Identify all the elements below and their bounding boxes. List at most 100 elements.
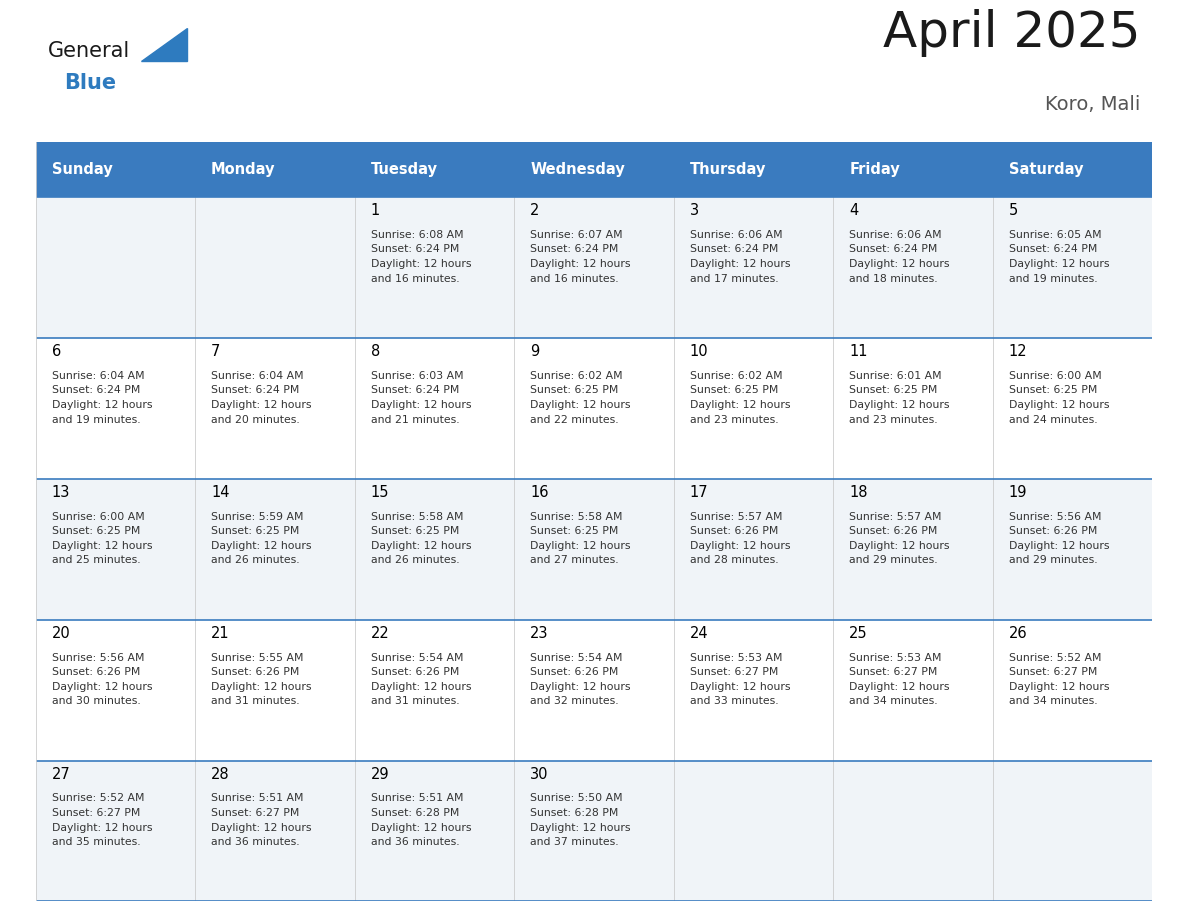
- Text: Sunrise: 5:55 AM: Sunrise: 5:55 AM: [211, 653, 304, 663]
- Text: Daylight: 12 hours: Daylight: 12 hours: [51, 682, 152, 692]
- Text: Sunrise: 5:54 AM: Sunrise: 5:54 AM: [371, 653, 463, 663]
- Text: Daylight: 12 hours: Daylight: 12 hours: [530, 541, 631, 551]
- Text: Daylight: 12 hours: Daylight: 12 hours: [530, 823, 631, 833]
- Text: 6: 6: [51, 344, 61, 359]
- Text: 21: 21: [211, 626, 229, 641]
- Text: Sunset: 6:25 PM: Sunset: 6:25 PM: [690, 386, 778, 396]
- Bar: [36, 479, 1152, 620]
- Text: 7: 7: [211, 344, 221, 359]
- Text: Sunrise: 5:51 AM: Sunrise: 5:51 AM: [211, 793, 304, 803]
- Text: 26: 26: [1009, 626, 1028, 641]
- Text: Sunrise: 5:51 AM: Sunrise: 5:51 AM: [371, 793, 463, 803]
- Text: Sunset: 6:28 PM: Sunset: 6:28 PM: [371, 808, 459, 818]
- Text: 14: 14: [211, 485, 229, 499]
- Text: Daylight: 12 hours: Daylight: 12 hours: [530, 400, 631, 410]
- Text: Sunday: Sunday: [51, 162, 113, 177]
- Text: 20: 20: [51, 626, 70, 641]
- Text: 13: 13: [51, 485, 70, 499]
- Text: 12: 12: [1009, 344, 1028, 359]
- Text: Sunset: 6:26 PM: Sunset: 6:26 PM: [530, 667, 619, 677]
- Text: Sunset: 6:24 PM: Sunset: 6:24 PM: [690, 244, 778, 254]
- Text: Sunrise: 6:05 AM: Sunrise: 6:05 AM: [1009, 230, 1101, 240]
- Text: and 31 minutes.: and 31 minutes.: [371, 697, 460, 706]
- Text: Sunrise: 5:58 AM: Sunrise: 5:58 AM: [371, 511, 463, 521]
- Text: Sunrise: 6:00 AM: Sunrise: 6:00 AM: [1009, 371, 1101, 381]
- Text: Sunset: 6:25 PM: Sunset: 6:25 PM: [530, 386, 619, 396]
- Text: and 17 minutes.: and 17 minutes.: [690, 274, 778, 284]
- Text: Daylight: 12 hours: Daylight: 12 hours: [690, 541, 790, 551]
- Text: Daylight: 12 hours: Daylight: 12 hours: [51, 400, 152, 410]
- Text: Sunrise: 6:03 AM: Sunrise: 6:03 AM: [371, 371, 463, 381]
- Text: Sunrise: 6:01 AM: Sunrise: 6:01 AM: [849, 371, 942, 381]
- Text: Sunset: 6:24 PM: Sunset: 6:24 PM: [530, 244, 619, 254]
- Text: Daylight: 12 hours: Daylight: 12 hours: [849, 259, 949, 269]
- Text: Daylight: 12 hours: Daylight: 12 hours: [1009, 682, 1110, 692]
- Text: Daylight: 12 hours: Daylight: 12 hours: [371, 400, 472, 410]
- Text: and 31 minutes.: and 31 minutes.: [211, 697, 299, 706]
- Text: April 2025: April 2025: [883, 9, 1140, 57]
- Text: and 37 minutes.: and 37 minutes.: [530, 837, 619, 847]
- Text: Blue: Blue: [64, 73, 116, 93]
- Text: Sunset: 6:26 PM: Sunset: 6:26 PM: [849, 526, 937, 536]
- Text: 28: 28: [211, 767, 229, 781]
- Text: Sunrise: 5:56 AM: Sunrise: 5:56 AM: [51, 653, 144, 663]
- Text: 16: 16: [530, 485, 549, 499]
- Text: and 22 minutes.: and 22 minutes.: [530, 415, 619, 425]
- Text: Daylight: 12 hours: Daylight: 12 hours: [690, 400, 790, 410]
- Text: 3: 3: [690, 203, 699, 218]
- Text: and 34 minutes.: and 34 minutes.: [1009, 697, 1098, 706]
- Text: and 29 minutes.: and 29 minutes.: [1009, 555, 1098, 565]
- Text: Daylight: 12 hours: Daylight: 12 hours: [849, 541, 949, 551]
- Bar: [36, 142, 1152, 197]
- Text: and 32 minutes.: and 32 minutes.: [530, 697, 619, 706]
- Text: 29: 29: [371, 767, 390, 781]
- Text: and 34 minutes.: and 34 minutes.: [849, 697, 937, 706]
- Text: Friday: Friday: [849, 162, 901, 177]
- Text: Koro, Mali: Koro, Mali: [1045, 95, 1140, 114]
- Text: 30: 30: [530, 767, 549, 781]
- Text: Daylight: 12 hours: Daylight: 12 hours: [371, 259, 472, 269]
- Text: Sunrise: 5:50 AM: Sunrise: 5:50 AM: [530, 793, 623, 803]
- Text: and 30 minutes.: and 30 minutes.: [51, 697, 140, 706]
- Text: Sunset: 6:24 PM: Sunset: 6:24 PM: [211, 386, 299, 396]
- Text: Sunrise: 5:57 AM: Sunrise: 5:57 AM: [849, 511, 942, 521]
- Text: Sunset: 6:25 PM: Sunset: 6:25 PM: [849, 386, 937, 396]
- Text: 15: 15: [371, 485, 390, 499]
- Text: Daylight: 12 hours: Daylight: 12 hours: [1009, 541, 1110, 551]
- Text: 9: 9: [530, 344, 539, 359]
- Text: Sunset: 6:28 PM: Sunset: 6:28 PM: [530, 808, 619, 818]
- Text: Sunset: 6:25 PM: Sunset: 6:25 PM: [371, 526, 459, 536]
- Text: Sunset: 6:26 PM: Sunset: 6:26 PM: [1009, 526, 1098, 536]
- Text: Sunset: 6:27 PM: Sunset: 6:27 PM: [849, 667, 937, 677]
- Text: Sunrise: 6:02 AM: Sunrise: 6:02 AM: [690, 371, 783, 381]
- Text: Sunset: 6:27 PM: Sunset: 6:27 PM: [690, 667, 778, 677]
- Bar: [36, 620, 1152, 761]
- Text: 1: 1: [371, 203, 380, 218]
- Text: 5: 5: [1009, 203, 1018, 218]
- Text: and 16 minutes.: and 16 minutes.: [530, 274, 619, 284]
- Text: Sunset: 6:26 PM: Sunset: 6:26 PM: [211, 667, 299, 677]
- Bar: [36, 338, 1152, 479]
- Text: Sunrise: 6:04 AM: Sunrise: 6:04 AM: [211, 371, 304, 381]
- Text: Daylight: 12 hours: Daylight: 12 hours: [690, 682, 790, 692]
- Text: and 35 minutes.: and 35 minutes.: [51, 837, 140, 847]
- Text: Sunset: 6:25 PM: Sunset: 6:25 PM: [211, 526, 299, 536]
- Text: Daylight: 12 hours: Daylight: 12 hours: [371, 682, 472, 692]
- Text: 23: 23: [530, 626, 549, 641]
- Text: 11: 11: [849, 344, 867, 359]
- Text: Sunrise: 5:54 AM: Sunrise: 5:54 AM: [530, 653, 623, 663]
- Text: Sunset: 6:25 PM: Sunset: 6:25 PM: [51, 526, 140, 536]
- Text: Daylight: 12 hours: Daylight: 12 hours: [690, 259, 790, 269]
- Text: 25: 25: [849, 626, 868, 641]
- Text: Daylight: 12 hours: Daylight: 12 hours: [530, 682, 631, 692]
- Text: Sunrise: 6:06 AM: Sunrise: 6:06 AM: [690, 230, 783, 240]
- Text: Daylight: 12 hours: Daylight: 12 hours: [51, 823, 152, 833]
- Text: 19: 19: [1009, 485, 1028, 499]
- Text: Sunrise: 6:08 AM: Sunrise: 6:08 AM: [371, 230, 463, 240]
- Text: Daylight: 12 hours: Daylight: 12 hours: [211, 400, 311, 410]
- Text: Sunset: 6:24 PM: Sunset: 6:24 PM: [1009, 244, 1098, 254]
- Text: Daylight: 12 hours: Daylight: 12 hours: [1009, 400, 1110, 410]
- Text: Tuesday: Tuesday: [371, 162, 437, 177]
- Text: 2: 2: [530, 203, 539, 218]
- Text: and 25 minutes.: and 25 minutes.: [51, 555, 140, 565]
